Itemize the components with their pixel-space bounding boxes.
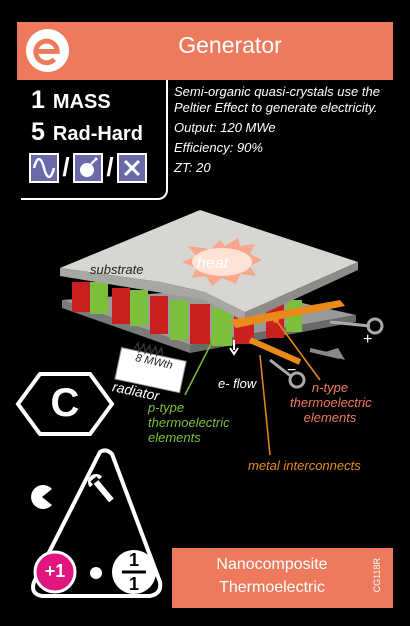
minus-label: − (287, 362, 297, 379)
output-text: Output: 120 MWe (174, 120, 276, 135)
card-title: Generator (178, 32, 282, 58)
radhard-label: Rad-Hard (52, 123, 143, 145)
interconnect-lead (248, 337, 302, 365)
spectral-hexagon (15, 372, 115, 436)
plus-terminal (366, 317, 384, 335)
efficiency-text: Efficiency: 90% (174, 140, 263, 155)
description-text: Semi-organic quasi-crystals use the Pelt… (174, 84, 380, 115)
spectral-type: C (50, 381, 80, 425)
subtitle-band (172, 548, 393, 608)
bonus-value: +1 (44, 561, 66, 581)
radhard-value: 5 (31, 118, 45, 146)
plus-label: + (363, 331, 373, 348)
dot-icon (90, 567, 102, 579)
card-code: CG118R (372, 558, 382, 593)
description: Semi-organic quasi-crystals use the Pelt… (174, 84, 386, 180)
pacman-icon (31, 485, 52, 509)
fraction-bottom: 1 (128, 574, 139, 594)
bonus-circle (33, 550, 77, 594)
subtitle-line1: Nanocomposite (216, 556, 328, 573)
support-triangle (31, 448, 163, 598)
minus-terminal (288, 371, 306, 389)
stat-box (21, 80, 168, 200)
metal-interconnect (230, 300, 345, 328)
slash-divider: / (106, 152, 114, 182)
mass-value: 1 (31, 86, 45, 114)
substrate-label: substrate (90, 262, 144, 277)
mass-stat: 1 MASS (31, 86, 111, 115)
thermoelectric-elements (72, 282, 302, 346)
mass-label: MASS (52, 91, 111, 113)
radhard-stat: 5 Rad-Hard (31, 118, 143, 147)
bomb-icon (73, 152, 103, 183)
top-plate-edge-right (245, 262, 358, 322)
heat-label: heat (197, 255, 229, 272)
n-type-label: n-type thermoelectric elements (290, 380, 372, 425)
fraction-top: 1 (128, 550, 139, 570)
e-logo-icon (25, 28, 70, 73)
heat-burst-icon (182, 238, 262, 286)
card-subtitle: Nanocomposite Thermoelectric (172, 553, 372, 599)
slash-divider: / (62, 152, 70, 182)
e-flow-label: e- flow (218, 376, 257, 391)
type-icons: / / (29, 152, 147, 183)
card-header (17, 22, 393, 80)
subtitle-line2: Thermoelectric (219, 579, 325, 596)
sine-wave-icon (29, 152, 59, 183)
top-plate-edge (60, 268, 245, 322)
zt-text: ZT: 20 (174, 160, 211, 175)
wrench-icon (88, 474, 114, 503)
x-icon (117, 152, 147, 183)
interconnects-label: metal interconnects (248, 458, 361, 473)
radiator-tag (114, 340, 187, 394)
p-type-label: p-type thermoelectric elements (148, 400, 230, 445)
